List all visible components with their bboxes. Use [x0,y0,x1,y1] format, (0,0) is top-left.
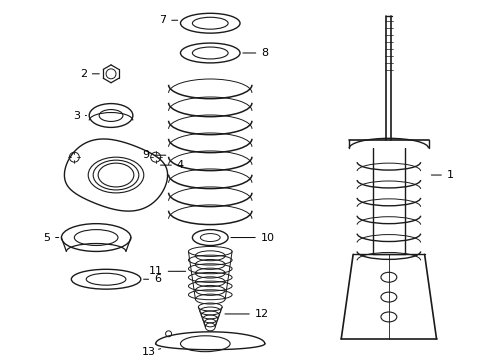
Text: 6: 6 [143,274,161,284]
Text: 4: 4 [160,160,183,170]
Text: 9: 9 [142,150,165,160]
Text: 1: 1 [430,170,453,180]
Text: 3: 3 [73,111,86,121]
Text: 11: 11 [148,266,185,276]
Text: 12: 12 [224,309,268,319]
Text: 5: 5 [43,233,59,243]
Text: 13: 13 [142,347,161,357]
Text: 2: 2 [80,69,99,79]
Text: 8: 8 [243,48,268,58]
Text: 10: 10 [230,233,274,243]
Text: 7: 7 [159,15,177,25]
